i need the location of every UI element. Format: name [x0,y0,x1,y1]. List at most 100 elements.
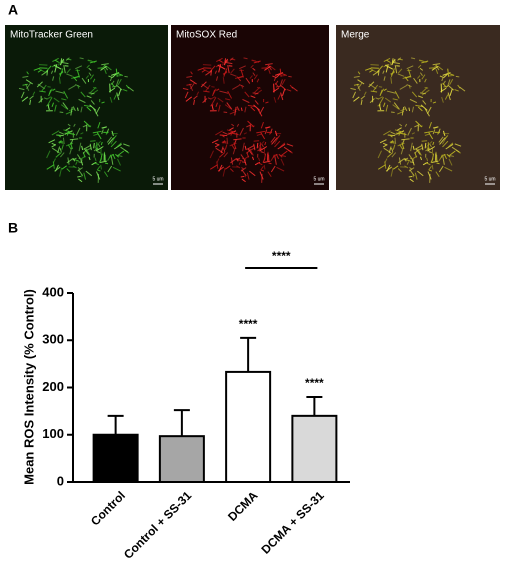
mitochondria [59,152,65,158]
mitochondria [223,70,228,76]
mitochondria [440,154,443,158]
mitochondria [38,64,48,66]
y-tick-label: 400 [42,284,64,299]
mitochondria [66,132,76,136]
mitochondria [92,130,102,134]
mitochondria [394,129,404,133]
mitochondria [211,86,215,88]
mitochondria [46,96,52,100]
mitochondria [252,67,256,71]
mitochondria [215,102,218,108]
mitochondria [269,65,276,71]
mitochondria [390,77,393,84]
mitochondria [228,127,234,131]
mitochondria [33,67,41,71]
mitochondria [219,90,229,94]
bar [225,370,272,483]
mitochondria [48,89,52,97]
mitochondria [83,172,87,180]
mitochondria [94,140,102,148]
mitochondria [41,70,48,76]
mitochondria [396,127,402,131]
mitochondria [116,142,122,148]
mitochondria [46,70,49,76]
mitochondria [217,64,226,70]
mitochondria [222,167,226,177]
mitochondria [32,91,36,96]
mitochondria [59,58,65,66]
mitochondria [447,92,451,101]
mitochondria [415,104,424,108]
mitochondria [260,166,264,171]
mitochondria [225,98,231,101]
mitochondria [280,84,287,91]
mitochondria [88,67,92,71]
mitochondria [117,150,125,156]
mitochondria [230,158,237,164]
mitochondria [353,75,360,78]
y-tick-label: 200 [42,379,64,394]
mitochondria [272,87,279,93]
mitochondria [377,150,382,159]
mitochondria [111,72,120,76]
mitochondria [421,89,430,96]
mitochondria [252,72,256,76]
mitochondria [251,60,256,62]
mitochondria [431,160,439,164]
mitochondria [107,137,115,145]
mitochondria [48,139,56,144]
mitochondria [274,155,277,165]
mitochondria [275,73,281,78]
mitochondria [280,92,284,101]
mitochondria [286,89,292,92]
mitochondria [51,130,60,136]
mitochondria [50,70,54,74]
mitochondria [100,141,103,146]
mitochondria [411,159,415,166]
mitochondria [93,108,99,117]
mitochondria [438,128,441,133]
mitochondria [116,154,123,157]
mitochondria [221,134,225,138]
mitochondria [200,81,207,88]
mitochondria [390,70,395,76]
mitochondria [112,153,116,160]
mitochondria [86,95,92,99]
mitochondria [51,142,56,146]
mitochondria [268,162,272,165]
mitochondria [431,153,435,161]
mitochondria [223,152,229,158]
mitochondria [269,131,273,135]
mitochondria [443,153,448,160]
mitochondria [238,161,242,165]
mitochondria [421,87,428,93]
mitochondria [215,147,224,154]
mitochondria [226,129,236,133]
bracket-label: **** [272,249,291,263]
y-axis-label: Mean ROS Intensity (% Control) [21,289,36,485]
mitochondria [389,134,393,138]
mitochondria [243,132,247,135]
mitochondria [66,73,73,77]
mitochondria [435,65,440,71]
mitochondria [97,144,101,148]
mitochondria [441,76,444,82]
mitochondria [224,144,228,150]
scale-label: 5 um [152,176,163,182]
mitochondria [243,159,247,166]
mitochondria [419,67,424,71]
mitochondria [212,89,216,97]
mitochondria [52,57,59,63]
mitochondria [286,143,294,147]
mitochondria [426,157,429,161]
mitochondria [260,132,266,140]
mitochondria [245,77,251,84]
mitochondria [253,143,256,151]
mitochondria [239,127,244,136]
mitochondria [101,129,104,135]
mitochondria [428,166,432,171]
mitochondria [408,175,413,178]
mitochondria [52,161,55,169]
mitochondria [370,68,379,74]
mitochondria [45,65,52,73]
